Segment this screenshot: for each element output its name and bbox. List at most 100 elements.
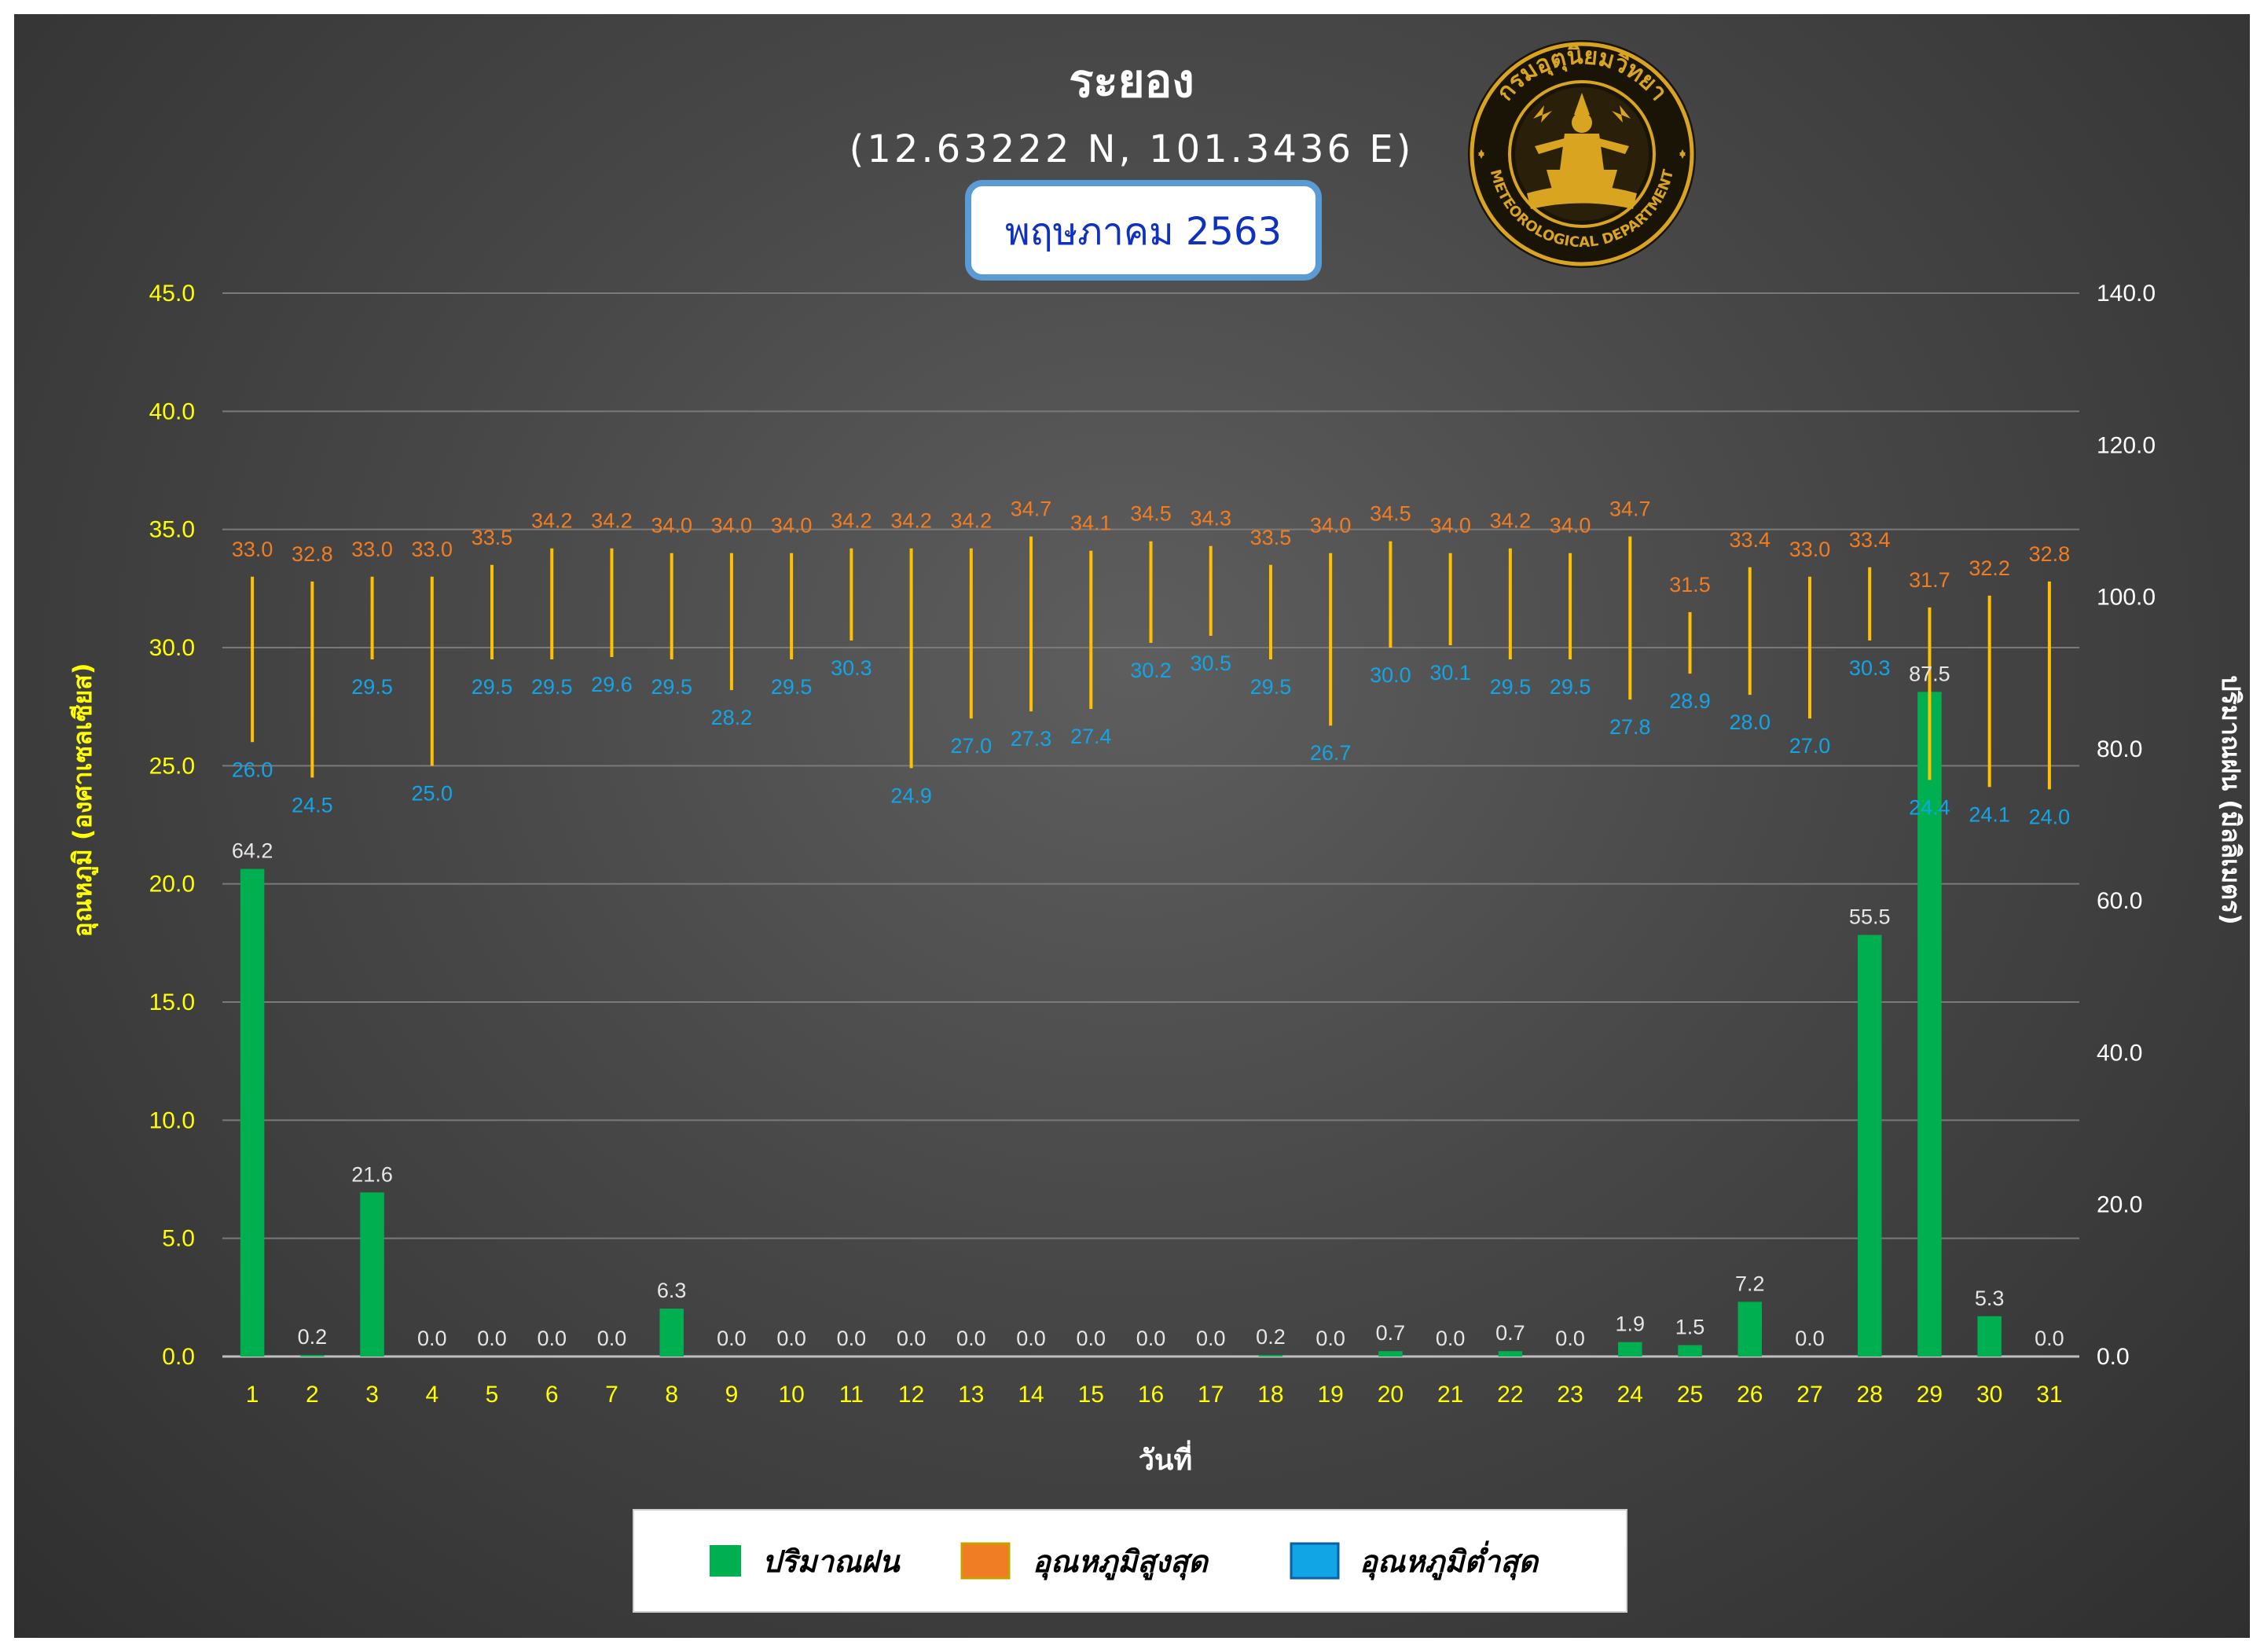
rain-value-label: 0.2 bbox=[1256, 1325, 1286, 1349]
rain-bar bbox=[1977, 1316, 2002, 1356]
max-temp-label: 32.8 bbox=[292, 542, 333, 566]
max-temp-label: 33.0 bbox=[412, 538, 453, 561]
x-tick-label: 16 bbox=[1138, 1382, 1164, 1408]
left-tick-label: 10.0 bbox=[149, 1107, 195, 1133]
right-axis-title: ปริมาณฝน (มิลลิเมตร) bbox=[2216, 675, 2246, 925]
left-tick-label: 20.0 bbox=[149, 872, 195, 898]
x-tick-label: 28 bbox=[1857, 1382, 1883, 1408]
min-temp-label: 24.4 bbox=[1909, 795, 1950, 819]
rain-value-label: 1.5 bbox=[1675, 1316, 1705, 1339]
left-tick-label: 40.0 bbox=[149, 398, 195, 424]
rain-value-label: 64.2 bbox=[232, 839, 273, 863]
rain-bar bbox=[1258, 1355, 1283, 1356]
x-tick-label: 6 bbox=[545, 1382, 559, 1408]
right-tick-label: 20.0 bbox=[2097, 1192, 2142, 1218]
rain-value-label: 0.2 bbox=[298, 1325, 328, 1349]
x-tick-label: 10 bbox=[778, 1382, 804, 1408]
right-tick-label: 0.0 bbox=[2097, 1344, 2130, 1370]
legend-min-label: อุณหภูมิต่ำสุด bbox=[1360, 1540, 1539, 1580]
logo-star-right-icon bbox=[1679, 149, 1686, 159]
min-temp-label: 25.0 bbox=[412, 781, 453, 805]
min-temp-label: 29.5 bbox=[771, 675, 813, 699]
left-tick-label: 35.0 bbox=[149, 517, 195, 543]
rain-bars bbox=[240, 692, 2002, 1356]
max-temp-label: 34.0 bbox=[1310, 514, 1352, 538]
min-temp-label: 29.5 bbox=[351, 675, 393, 699]
legend: ปริมาณฝน อุณหภูมิสูงสุด อุณหภูมิต่ำสุด bbox=[633, 1509, 1627, 1613]
max-temp-label: 34.2 bbox=[831, 509, 872, 533]
chart-frame: ระยอง (12.63222 N, 101.3436 E) พฤษภาคม 2… bbox=[14, 14, 2250, 1638]
min-temp-label: 29.5 bbox=[531, 675, 573, 699]
min-temp-label: 24.9 bbox=[890, 784, 932, 807]
rain-bar bbox=[300, 1355, 325, 1356]
rain-value-label: 0.0 bbox=[1795, 1327, 1825, 1350]
max-temp-label: 33.4 bbox=[1729, 528, 1770, 552]
x-tick-label: 26 bbox=[1737, 1382, 1763, 1408]
rain-value-label: 0.0 bbox=[837, 1327, 867, 1350]
chart-coordinates: (12.63222 N, 101.3436 E) bbox=[849, 127, 1415, 171]
x-tick-label: 27 bbox=[1796, 1382, 1822, 1408]
max-temp-label: 34.2 bbox=[951, 509, 993, 533]
min-temp-label: 29.6 bbox=[591, 673, 633, 696]
x-tick-label: 18 bbox=[1257, 1382, 1283, 1408]
x-tick-label: 31 bbox=[2036, 1382, 2062, 1408]
rain-value-label: 0.0 bbox=[1555, 1327, 1585, 1350]
min-temp-label: 24.0 bbox=[2029, 805, 2071, 828]
max-temp-label: 33.0 bbox=[232, 538, 273, 561]
x-tick-label: 17 bbox=[1198, 1382, 1224, 1408]
x-tick-label: 13 bbox=[958, 1382, 984, 1408]
rain-value-label: 0.0 bbox=[1436, 1327, 1466, 1350]
left-tick-label: 5.0 bbox=[162, 1226, 195, 1252]
x-tick-label: 15 bbox=[1078, 1382, 1104, 1408]
min-temp-label: 29.5 bbox=[651, 675, 692, 699]
min-temp-label: 27.0 bbox=[951, 734, 993, 758]
left-tick-label: 0.0 bbox=[162, 1344, 195, 1370]
max-temp-label: 33.5 bbox=[472, 526, 513, 549]
rain-value-label: 6.3 bbox=[657, 1279, 687, 1302]
rain-value-label: 0.7 bbox=[1495, 1321, 1525, 1345]
rain-bar bbox=[1678, 1345, 1702, 1356]
max-temp-label: 34.2 bbox=[890, 509, 932, 533]
rain-value-label: 5.3 bbox=[1975, 1287, 2005, 1310]
min-temp-label: 27.3 bbox=[1011, 727, 1052, 751]
right-tick-label: 80.0 bbox=[2097, 736, 2142, 762]
rain-bar bbox=[1498, 1351, 1523, 1356]
x-tick-label: 9 bbox=[725, 1382, 739, 1408]
x-tick-label: 29 bbox=[1917, 1382, 1943, 1408]
min-temp-label: 24.1 bbox=[1969, 802, 2010, 826]
right-tick-label: 100.0 bbox=[2097, 585, 2156, 611]
x-tick-label: 1 bbox=[246, 1382, 259, 1408]
max-temp-label: 34.0 bbox=[1550, 514, 1591, 538]
legend-rain-label: ปริมาณฝน bbox=[762, 1544, 901, 1579]
temperature-range-lines bbox=[251, 536, 2051, 790]
max-temp-label: 34.2 bbox=[1490, 509, 1532, 533]
x-tick-label: 4 bbox=[425, 1382, 438, 1408]
max-temp-label: 34.0 bbox=[711, 514, 753, 538]
max-temp-label: 31.5 bbox=[1669, 573, 1711, 597]
deity-emblem bbox=[1527, 93, 1637, 209]
max-temp-label: 34.3 bbox=[1190, 507, 1231, 530]
min-temp-label: 29.5 bbox=[1490, 675, 1532, 699]
legend-max-label: อุณหภูมิสูงสุด bbox=[1033, 1544, 1209, 1580]
left-tick-label: 25.0 bbox=[149, 753, 195, 779]
rain-value-label: 0.0 bbox=[897, 1327, 927, 1350]
rain-value-label: 0.0 bbox=[1315, 1327, 1345, 1350]
x-tick-label: 21 bbox=[1437, 1382, 1463, 1408]
rain-value-label: 0.0 bbox=[1196, 1327, 1226, 1350]
min-temp-label: 30.3 bbox=[831, 656, 872, 680]
max-temp-label: 34.1 bbox=[1070, 512, 1112, 535]
rain-value-label: 0.0 bbox=[717, 1327, 747, 1350]
max-temp-label: 33.0 bbox=[351, 538, 393, 561]
meteorological-department-logo: กรมอุตุนิยมวิทยา METEOROLOGICAL DEPARTME… bbox=[1468, 40, 1696, 268]
x-tick-label: 2 bbox=[306, 1382, 319, 1408]
max-temp-label: 33.0 bbox=[1789, 538, 1831, 561]
min-temp-label: 30.3 bbox=[1849, 656, 1891, 680]
rain-value-label: 0.0 bbox=[477, 1327, 507, 1350]
max-temp-label: 34.0 bbox=[771, 514, 813, 538]
left-tick-label: 30.0 bbox=[149, 635, 195, 661]
right-tick-label: 40.0 bbox=[2097, 1040, 2142, 1066]
data-labels: 64.2 33.0 26.0 0.2 32.8 24.5 21.6 33.0 29.5 0.0 33… bbox=[232, 497, 2070, 1350]
min-temp-label: 29.5 bbox=[1550, 675, 1591, 699]
month-label: พฤษภาคม 2563 bbox=[1005, 210, 1282, 254]
min-temp-label: 29.5 bbox=[472, 675, 513, 699]
